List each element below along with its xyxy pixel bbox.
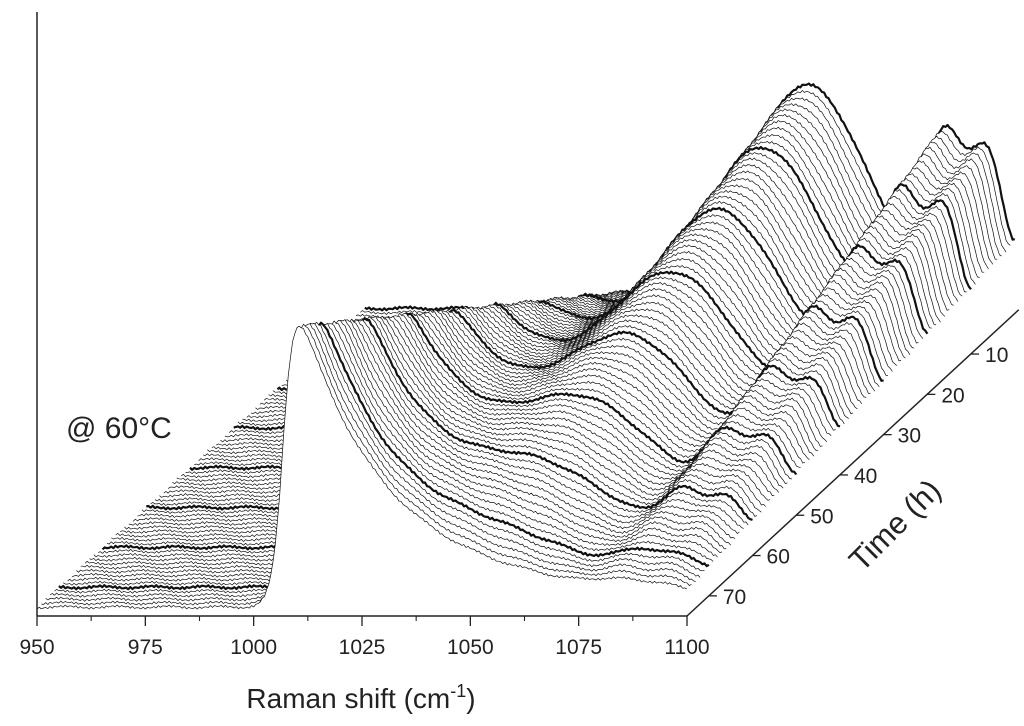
spectrum-line [167,309,819,491]
spectra-traces [36,82,1015,618]
spectrum-line [141,313,792,514]
time-tick-label: 40 [854,465,877,488]
spectrum-line [67,323,718,582]
axes [36,12,1020,626]
spectrum-line [115,316,766,538]
spectrum-line [128,315,780,526]
time-tick-label: 50 [810,505,833,528]
x-tick-label: 1100 [664,636,709,659]
x-tick-label: 975 [128,636,163,659]
spectrum-line [41,323,692,606]
spectrum-line [84,319,736,566]
spectrum-line [36,325,688,610]
x-tick-label: 1050 [447,636,494,659]
time-tick-label: 60 [767,546,790,569]
x-axis-title: Raman shift (cm-1) [246,681,475,714]
highlighted-spectrum-line [146,312,798,511]
highlighted-spectrum-line [101,317,753,551]
time-tick-label: 20 [941,384,964,407]
time-tick-label: 30 [898,425,921,448]
time-tick-label: 70 [723,586,746,609]
x-tick-label: 1075 [555,636,602,659]
spectrum-line [124,316,775,530]
spectrum-line [137,312,788,518]
spectrum-line [71,320,723,578]
spectrum-line [159,312,810,499]
spectrum-line [49,323,701,598]
spectrum-line [132,315,784,522]
x-tick-label: 1025 [339,636,386,659]
spectrum-line [80,319,731,570]
temperature-annotation: @ 60°C [66,412,172,445]
spectrum-line [150,313,801,507]
highlighted-spectrum-line [58,321,710,591]
spectrum-line [54,321,705,594]
trace-fill [37,326,687,618]
spectrum-line [154,312,806,502]
spectrum-line [106,316,758,546]
spectrum-line [119,315,771,534]
spectrum-line [89,318,740,562]
spectrum-line [93,320,744,558]
x-tick-label: 950 [19,636,54,659]
spectrum-line [111,315,762,542]
x-tick-label: 1000 [230,636,277,659]
spectrum-line [163,311,814,495]
spectrum-line [45,323,696,602]
time-tick-label: 10 [985,344,1008,367]
time-axis-title: Time (h) [842,472,948,578]
spectrum-line [98,319,749,554]
spectrum-line [76,320,727,574]
spectrum-line [63,323,714,586]
time-axis-line [686,309,1020,617]
